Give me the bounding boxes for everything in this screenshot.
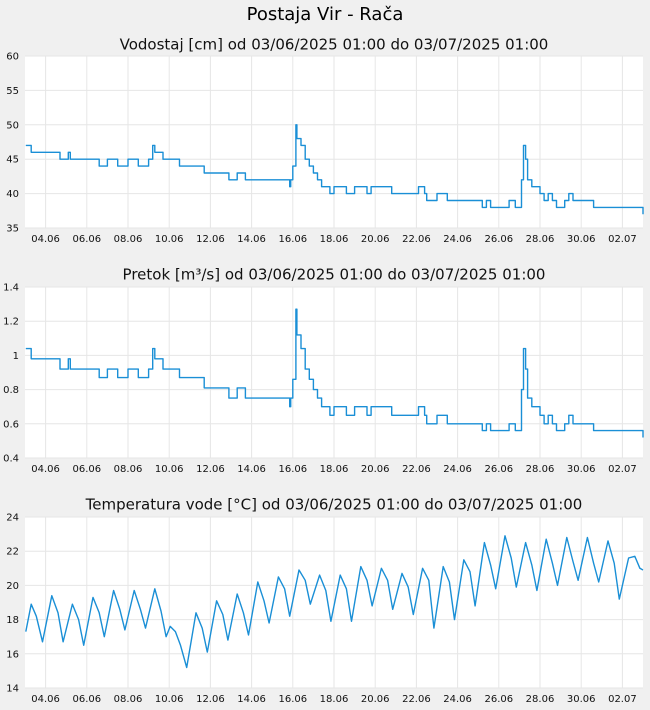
- x-tick-label: 18.06: [320, 234, 349, 245]
- y-tick-label: 16: [6, 649, 19, 660]
- x-tick-label: 18.06: [320, 464, 349, 475]
- x-tick-label: 14.06: [237, 694, 266, 705]
- x-tick-label: 24.06: [443, 694, 472, 705]
- x-tick-label: 08.06: [114, 464, 143, 475]
- y-tick-label: 1: [13, 351, 19, 362]
- x-tick-label: 12.06: [196, 694, 225, 705]
- x-tick-label: 22.06: [402, 234, 431, 245]
- y-tick-label: 60: [6, 52, 19, 63]
- x-tick-label: 16.06: [278, 464, 307, 475]
- y-tick-label: 24: [6, 513, 19, 524]
- x-tick-label: 30.06: [567, 234, 596, 245]
- chart-1: Vodostaj [cm] od 03/06/2025 01:00 do 03/…: [6, 36, 644, 245]
- x-tick-label: 14.06: [237, 464, 266, 475]
- y-tick-label: 35: [6, 224, 19, 235]
- x-tick-label: 20.06: [361, 694, 390, 705]
- series-line-1: [25, 308, 644, 438]
- series-line-1: [25, 535, 644, 669]
- y-tick-label: 50: [6, 120, 19, 131]
- x-tick-label: 20.06: [361, 234, 390, 245]
- x-tick-label: 14.06: [237, 234, 266, 245]
- x-tick-label: 02.07: [608, 694, 637, 705]
- x-tick-label: 04.06: [31, 234, 60, 245]
- x-tick-label: 06.06: [72, 694, 101, 705]
- chart-3: Temperatura vode [°C] od 03/06/2025 01:0…: [6, 496, 644, 705]
- x-tick-label: 02.07: [608, 464, 637, 475]
- page-title: Postaja Vir - Rača: [246, 4, 404, 25]
- x-tick-label: 26.06: [484, 464, 513, 475]
- y-tick-label: 45: [6, 155, 19, 166]
- x-tick-label: 26.06: [484, 234, 513, 245]
- y-tick-label: 1.4: [3, 283, 19, 294]
- y-tick-label: 22: [6, 547, 19, 558]
- x-tick-label: 16.06: [278, 234, 307, 245]
- chart-title: Temperatura vode [°C] od 03/06/2025 01:0…: [85, 496, 583, 514]
- chart-title: Vodostaj [cm] od 03/06/2025 01:00 do 03/…: [120, 36, 549, 54]
- x-tick-label: 20.06: [361, 464, 390, 475]
- x-tick-label: 22.06: [402, 464, 431, 475]
- x-tick-label: 24.06: [443, 234, 472, 245]
- x-tick-label: 10.06: [155, 464, 184, 475]
- y-tick-label: 1.2: [3, 317, 19, 328]
- x-tick-label: 10.06: [155, 694, 184, 705]
- x-tick-label: 28.06: [526, 694, 555, 705]
- x-tick-label: 12.06: [196, 234, 225, 245]
- y-tick-label: 55: [6, 86, 19, 97]
- x-tick-label: 06.06: [72, 234, 101, 245]
- x-tick-label: 04.06: [31, 464, 60, 475]
- y-tick-label: 20: [6, 581, 19, 592]
- chart-title: Pretok [m³/s] od 03/06/2025 01:00 do 03/…: [123, 266, 546, 284]
- y-tick-label: 0.4: [3, 454, 19, 465]
- x-tick-label: 10.06: [155, 234, 184, 245]
- x-tick-label: 06.06: [72, 464, 101, 475]
- x-tick-label: 12.06: [196, 464, 225, 475]
- series-line-1: [25, 124, 644, 215]
- x-tick-label: 18.06: [320, 694, 349, 705]
- x-tick-label: 30.06: [567, 464, 596, 475]
- x-tick-label: 04.06: [31, 694, 60, 705]
- x-tick-label: 26.06: [484, 694, 513, 705]
- x-tick-label: 24.06: [443, 464, 472, 475]
- y-tick-label: 14: [6, 684, 19, 695]
- x-tick-label: 22.06: [402, 694, 431, 705]
- y-tick-label: 18: [6, 615, 19, 626]
- x-tick-label: 30.06: [567, 694, 596, 705]
- x-tick-label: 02.07: [608, 234, 637, 245]
- chart-2: Pretok [m³/s] od 03/06/2025 01:00 do 03/…: [3, 266, 644, 475]
- x-tick-label: 08.06: [114, 234, 143, 245]
- x-tick-label: 28.06: [526, 234, 555, 245]
- x-tick-label: 28.06: [526, 464, 555, 475]
- x-tick-label: 08.06: [114, 694, 143, 705]
- y-tick-label: 0.6: [3, 419, 19, 430]
- y-tick-label: 0.8: [3, 385, 19, 396]
- x-tick-label: 16.06: [278, 694, 307, 705]
- y-tick-label: 40: [6, 189, 19, 200]
